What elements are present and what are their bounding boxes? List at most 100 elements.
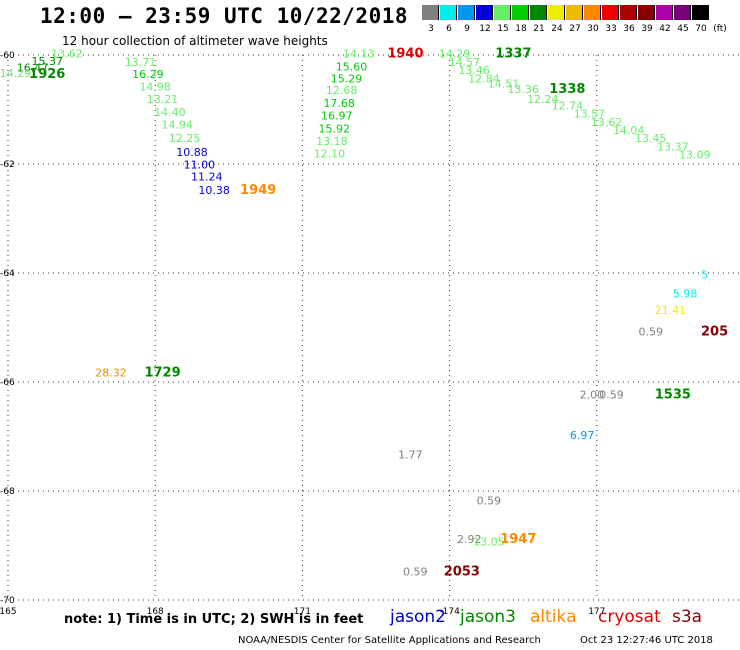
wave-height-label: 16.29 — [132, 68, 164, 81]
y-tick-label: -62 — [0, 160, 15, 170]
wave-height-label: 13.71 — [125, 56, 157, 69]
wave-height-label: 12.84 — [468, 72, 500, 85]
scale-label: 9 — [464, 24, 470, 34]
y-tick-label: -60 — [0, 51, 15, 61]
scale-label: 42 — [659, 24, 671, 34]
pass-time-label: 205 — [701, 325, 728, 340]
wave-height-label: 13.62 — [591, 116, 623, 129]
generation-timestamp: Oct 23 12:27:46 UTC 2018 — [580, 635, 713, 646]
wave-height-label: 16.47 — [17, 61, 49, 74]
legend-item-jason2: jason2 — [390, 607, 446, 627]
wave-height-label: 15.29 — [331, 72, 363, 85]
wave-height-label: 15.60 — [336, 60, 368, 73]
legend-item-altika: altika — [530, 607, 577, 627]
x-tick-label: -174 — [439, 607, 460, 617]
scale-swatch — [566, 5, 583, 20]
scale-label: 18 — [515, 24, 527, 34]
scale-label: 21 — [533, 24, 545, 34]
wave-height-label: 0.59 — [639, 326, 664, 339]
x-tick-label: 165 — [0, 607, 17, 617]
scale-swatch — [620, 5, 637, 20]
scale-swatch — [458, 5, 475, 20]
y-tick-label: -70 — [0, 596, 15, 606]
wave-height-label: 10.88 — [176, 146, 208, 159]
wave-height-label: 13.57 — [574, 108, 606, 121]
wave-height-label: 13.46 — [458, 64, 490, 77]
scale-swatch — [476, 5, 493, 20]
wave-height-label: 14.13 — [343, 48, 375, 61]
x-tick-label: 168 — [147, 607, 164, 617]
scale-swatch — [494, 5, 511, 20]
scale-swatch — [638, 5, 655, 20]
scale-label: 12 — [479, 24, 491, 34]
scale-swatch — [584, 5, 601, 20]
wave-height-label: 0.59 — [599, 388, 624, 401]
x-tick-label: 171 — [294, 607, 311, 617]
pass-time-label: 1729 — [144, 366, 180, 381]
x-tick-label: 177 — [588, 607, 605, 617]
pass-time-label: 1338 — [549, 82, 585, 97]
scale-swatch — [548, 5, 565, 20]
wave-height-label: 10.38 — [198, 184, 230, 197]
wave-height-label: 13.21 — [147, 93, 179, 106]
wave-height-label: 15.92 — [319, 122, 351, 135]
y-tick-label: -68 — [0, 487, 15, 497]
scale-unit: (ft) — [713, 24, 727, 34]
scale-label: 30 — [587, 24, 599, 34]
scale-label: 27 — [569, 24, 581, 34]
scale-label: 70 — [695, 24, 707, 34]
wave-height-label: 14.29 — [0, 67, 31, 80]
wave-height-label: 14.51 — [488, 78, 520, 91]
scale-swatch — [422, 5, 439, 20]
wave-height-label: 13.45 — [635, 132, 667, 145]
y-tick-label: -66 — [0, 378, 15, 388]
legend-item-cryosat: cryosat — [598, 607, 661, 627]
scale-label: 45 — [677, 24, 689, 34]
wave-height-label: 13.05 — [473, 536, 505, 549]
scale-swatch — [692, 5, 709, 20]
scale-label: 6 — [446, 24, 452, 34]
wave-height-label: 1.77 — [398, 448, 423, 461]
scale-label: 24 — [551, 24, 563, 34]
wave-height-label: 14.40 — [154, 106, 186, 119]
wave-height-label: 12.24 — [527, 93, 559, 106]
scale-label: 36 — [623, 24, 635, 34]
pass-time-label: 1535 — [655, 387, 691, 402]
page-title: 12:00 — 23:59 UTC 10/22/2018 — [40, 4, 409, 28]
wave-height-label: 5.98 — [673, 288, 698, 301]
wave-height-label: 5 — [701, 268, 708, 281]
page-subtitle: 12 hour collection of altimeter wave hei… — [62, 34, 328, 48]
wave-height-label: 14.94 — [162, 119, 194, 132]
wave-height-label: 14.04 — [613, 124, 645, 137]
pass-time-label: 1949 — [240, 183, 276, 198]
wave-height-label: 6.97 — [570, 429, 595, 442]
scale-label: 39 — [641, 24, 653, 34]
wave-height-label: 14.57 — [449, 56, 481, 69]
wave-height-label: 17.68 — [323, 97, 355, 110]
wave-height-label: 15.37 — [32, 55, 64, 68]
pass-time-label: 1337 — [495, 47, 531, 62]
footer-note: note: 1) Time is in UTC; 2) SWH is in fe… — [64, 612, 364, 627]
scale-label: 3 — [428, 24, 434, 34]
pass-time-label: 1947 — [500, 532, 536, 547]
wave-height-label: 14.29 — [439, 48, 471, 61]
wave-height-label: 13.62 — [51, 48, 83, 61]
scale-swatch — [602, 5, 619, 20]
wave-height-label: 12.74 — [552, 100, 584, 113]
wave-height-label: 13.09 — [679, 149, 711, 162]
scale-swatch — [530, 5, 547, 20]
pass-time-label: 1926 — [29, 67, 65, 82]
scale-label: 15 — [497, 24, 509, 34]
wave-height-label: 12.68 — [326, 84, 358, 97]
wave-height-label: 13.37 — [657, 140, 689, 153]
pass-time-label: 1940 — [387, 47, 423, 62]
wave-height-label: 12.25 — [169, 132, 201, 145]
pass-time-label: 2053 — [444, 564, 480, 579]
wave-height-label: 0.59 — [477, 495, 502, 508]
scale-swatch — [674, 5, 691, 20]
wave-height-label: 2.92 — [457, 533, 482, 546]
wave-height-label: 0.59 — [403, 565, 428, 578]
wave-height-label: 13.36 — [507, 83, 539, 96]
wave-height-label: 28.32 — [95, 367, 127, 380]
